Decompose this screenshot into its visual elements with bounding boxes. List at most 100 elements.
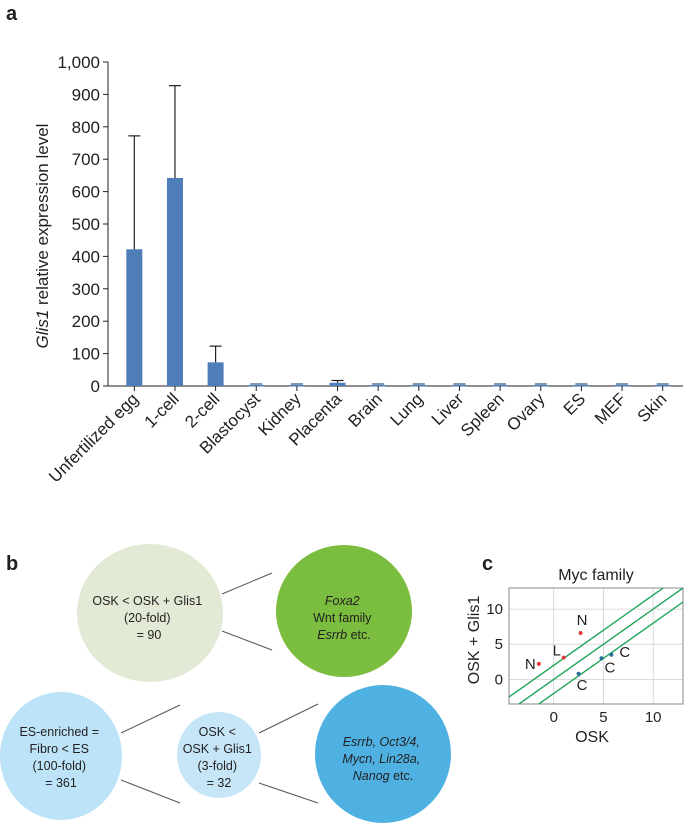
- bar: [126, 249, 143, 386]
- venn-top-left-line-3: = 90: [137, 628, 162, 642]
- bar: [248, 385, 265, 387]
- scatter-point: [536, 661, 541, 666]
- bar-y-axis-title-text: relative expression level: [33, 124, 52, 310]
- bar: [492, 385, 509, 387]
- scatter-y-tick-label: 5: [495, 636, 503, 653]
- venn-top-left-text: OSK < OSK + Glis1 (20-fold) = 90: [92, 594, 205, 642]
- bar-y-tick-label: 1,000: [57, 53, 100, 72]
- scatter-point-label: C: [577, 677, 588, 694]
- venn-bottom-mid-line-2: OSK + Glis1: [183, 742, 252, 756]
- scatter-point: [599, 656, 604, 661]
- scatter-point: [609, 652, 614, 657]
- scatter-y-axis-title: OSK + Glis1: [466, 596, 483, 685]
- bar-y-axis-title-gene: Glis1: [33, 310, 52, 349]
- bar-y-tick-label: 500: [72, 215, 100, 234]
- category-label: Ovary: [503, 389, 549, 435]
- category-label: Brain: [345, 389, 386, 430]
- scatter-point-label: C: [619, 644, 630, 661]
- bar-y-tick-label: 600: [72, 183, 100, 202]
- scatter-x-tick-label: 10: [645, 709, 662, 726]
- scatter-title: Myc family: [558, 567, 634, 584]
- bar: [370, 385, 387, 387]
- category-label: Spleen: [457, 389, 508, 440]
- scatter-point-label: L: [553, 643, 561, 660]
- bar-y-tick-label: 400: [72, 247, 100, 266]
- bar: [532, 385, 549, 387]
- bar: [207, 362, 224, 386]
- venn-bottom-right-line-3-gene: Nanog: [353, 769, 390, 783]
- panel-label-b: b: [6, 553, 18, 575]
- venn-bottom-connector-2: [120, 779, 181, 804]
- bar: [451, 385, 468, 387]
- bar-chart: 0 100 200 300 400 500 600 700 800 900 1,000 Unferti…: [45, 53, 683, 486]
- venn-bottom-left-line-4: = 361: [45, 776, 77, 790]
- bar-y-tick-label: 900: [72, 85, 100, 104]
- venn-top-right-text: Foxa2 Wnt family Esrrb etc.: [313, 594, 375, 642]
- scatter-y-tick-label: 0: [495, 671, 503, 688]
- bar: [329, 382, 346, 386]
- bar: [288, 385, 305, 387]
- bar-y-tick-label: 300: [72, 280, 100, 299]
- scatter-y-tick-label: 10: [486, 601, 503, 618]
- scatter-frame: [508, 587, 684, 705]
- venn-top-left-circle: [77, 544, 223, 682]
- venn-top-right-line-2: Wnt family: [313, 611, 372, 625]
- venn-bottom-left-text: ES-enriched = Fibro < ES (100-fold) = 36…: [19, 725, 102, 790]
- category-label: Unfertilized egg: [45, 389, 142, 486]
- venn-top-right-line-3-rest: etc.: [347, 628, 371, 642]
- venn-bottom-connector-3: [258, 703, 319, 734]
- scatter-x-tick-label: 0: [550, 709, 558, 726]
- bar-y-tick-label: 100: [72, 345, 100, 364]
- scatter-point-label: C: [604, 659, 615, 676]
- bar: [614, 385, 631, 387]
- scatter-point-label: N: [577, 612, 588, 629]
- venn-top-connector-upper: [221, 572, 273, 595]
- bar-y-tick-label: 700: [72, 150, 100, 169]
- panel-label-c: c: [482, 553, 493, 575]
- bar: [573, 385, 590, 387]
- bar-y-tick-label: 0: [91, 377, 100, 396]
- category-label: ES: [560, 389, 589, 418]
- category-label: Skin: [634, 389, 671, 426]
- bar: [166, 177, 183, 386]
- venn-top-left-line-2: (20-fold): [124, 611, 171, 625]
- bar: [410, 385, 427, 387]
- venn-bottom-connector-4: [258, 782, 319, 804]
- venn-bottom-mid-circle: [177, 712, 261, 798]
- venn-bottom-right-circle: [315, 685, 451, 823]
- venn-bottom-mid-line-3: (3-fold): [197, 759, 237, 773]
- scatter-point: [561, 655, 566, 660]
- venn-top-right-line-1: Foxa2: [325, 594, 360, 608]
- venn-bottom-left-line-1: ES-enriched =: [19, 725, 99, 739]
- venn-top-right-line-3: Esrrb etc.: [317, 628, 371, 642]
- diagonal-line: [537, 601, 683, 704]
- venn-bottom-right-line-3-rest: etc.: [390, 769, 414, 783]
- venn-bottom-left-line-2: Fibro < ES: [30, 742, 89, 756]
- bar-y-tick-label: 800: [72, 118, 100, 137]
- diagonal-line: [509, 588, 665, 698]
- category-label: Lung: [386, 389, 426, 429]
- category-label: 1-cell: [141, 389, 183, 431]
- diagonal-line: [517, 588, 683, 704]
- category-label: MEF: [591, 389, 630, 428]
- venn-bottom-left-circle: [0, 692, 122, 820]
- bar-y-axis-title: Glis1 relative expression level: [33, 124, 52, 349]
- scatter-point: [578, 630, 583, 635]
- venn-bottom-left-line-3: (100-fold): [33, 759, 87, 773]
- scatter-point-label: N: [525, 656, 536, 673]
- venn-bottom-mid-line-1: OSK <: [199, 725, 236, 739]
- scatter-x-axis-title: OSK: [575, 729, 609, 746]
- scatter-x-tick-label: 5: [599, 709, 607, 726]
- venn-top-right-circle: [276, 545, 412, 677]
- venn-bottom-mid-line-4: = 32: [207, 776, 232, 790]
- venn-top-left-line-1: OSK < OSK + Glis1: [92, 594, 202, 608]
- venn-bottom-right-line-2: Mycn, Lin28a,: [342, 752, 420, 766]
- venn-bottom-right-line-3: Nanog etc.: [353, 769, 413, 783]
- venn-top-right-line-3-gene: Esrrb: [317, 628, 347, 642]
- scatter-point: [576, 671, 581, 676]
- venn-bottom-mid-text: OSK < OSK + Glis1 (3-fold) = 32: [183, 725, 256, 790]
- venn-bottom-right-text: Esrrb, Oct3/4, Mycn, Lin28a, Nanog etc.: [342, 735, 423, 783]
- bar: [654, 385, 671, 387]
- panel-label-a: a: [6, 3, 18, 25]
